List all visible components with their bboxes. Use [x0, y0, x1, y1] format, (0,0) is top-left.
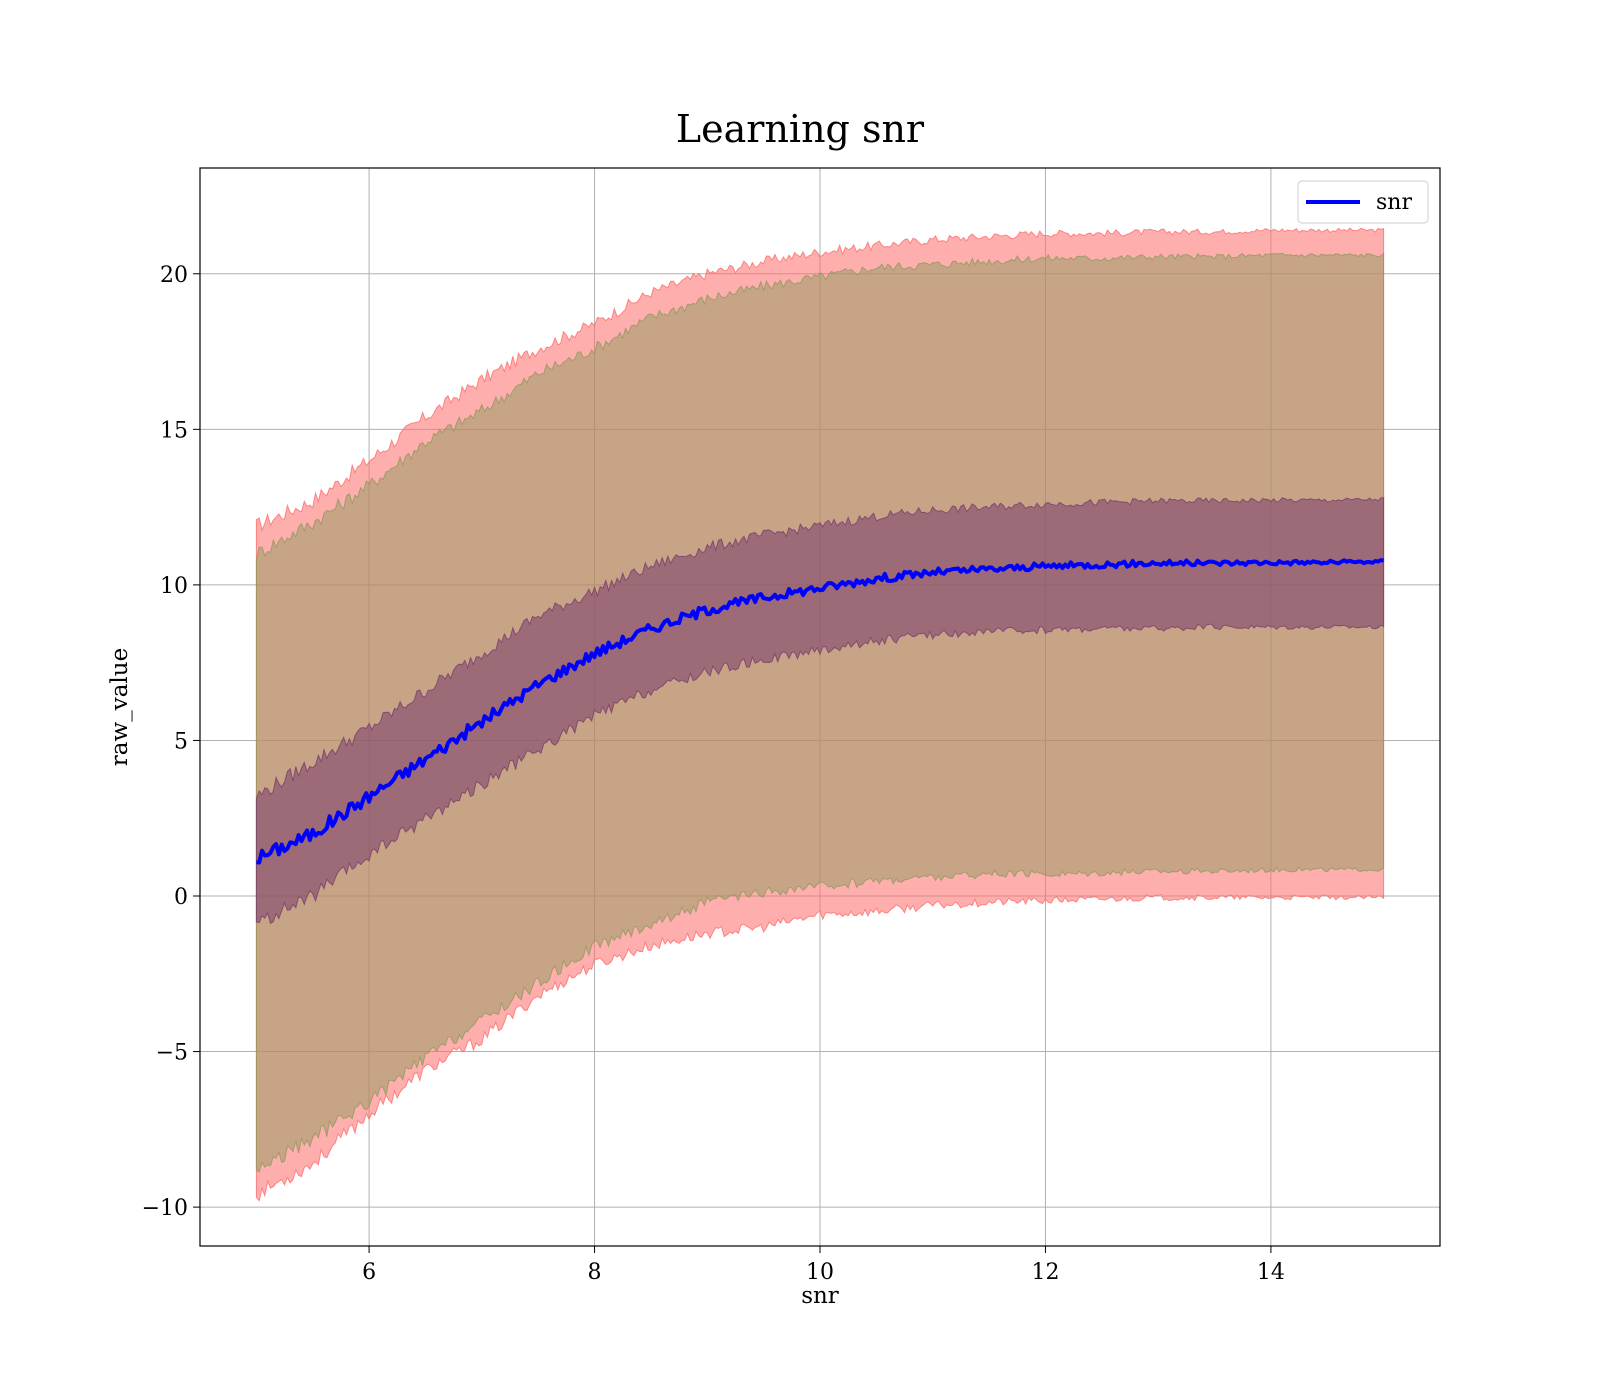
y-tick-label: 0	[174, 885, 188, 910]
x-tick-label: 8	[588, 1260, 602, 1285]
band-2	[255, 497, 1385, 925]
confidence-bands	[255, 227, 1385, 1202]
y-tick-label: 15	[160, 418, 188, 443]
legend-label-snr: snr	[1376, 190, 1412, 215]
chart-title: Learning snr	[676, 107, 925, 151]
y-tick-label: 10	[160, 574, 188, 599]
y-tick-label: −10	[142, 1196, 188, 1221]
y-tick-label: −5	[156, 1041, 188, 1066]
series-lines	[256, 558, 1384, 865]
axis-ticks: 6 8 10 12 14 −10 −5 0 5 10 15 20	[142, 263, 1285, 1285]
x-tick-label: 10	[806, 1260, 834, 1285]
x-tick-label: 14	[1257, 1260, 1285, 1285]
legend: snr	[1297, 180, 1429, 224]
x-axis-label: snr	[801, 1283, 839, 1309]
y-tick-label: 5	[174, 729, 188, 754]
x-tick-label: 12	[1031, 1260, 1059, 1285]
y-tick-label: 20	[160, 263, 188, 288]
x-tick-label: 6	[362, 1260, 376, 1285]
band-1	[255, 252, 1385, 1173]
series-line-snr	[256, 558, 1384, 865]
y-axis-label: raw_value	[107, 648, 133, 766]
legend-box	[1297, 180, 1429, 224]
